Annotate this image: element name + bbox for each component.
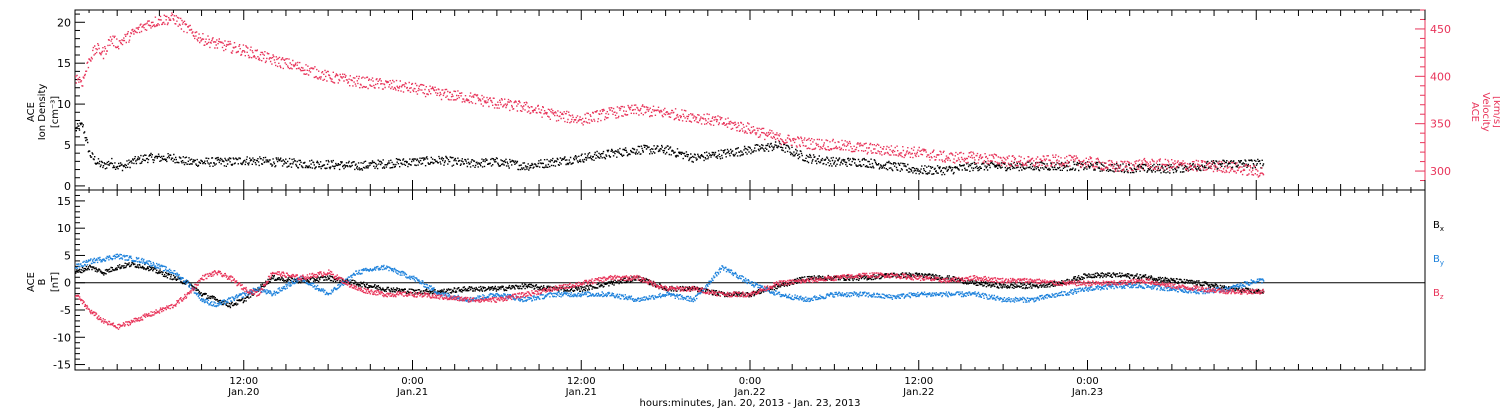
y-tick-label: -15: [53, 359, 71, 372]
y-tick-label: 10: [57, 98, 71, 111]
bottom-left-axis: -15 -10 -5 0 5 10 15: [53, 189, 85, 372]
y-tick-label-right: 400: [1430, 70, 1451, 83]
y-tick-label: 5: [64, 249, 71, 262]
y-tick-label-right: 300: [1430, 165, 1451, 178]
top-left-ylabel-line3: [cm⁻³]: [50, 96, 61, 128]
x-tick-label-date: Jan.21: [396, 387, 428, 398]
bottom-x-ticks: [74, 190, 1426, 370]
bottom-data: [75, 253, 1265, 330]
legend-Bz: Bz: [1433, 288, 1444, 301]
bottom-left-ylabel-line2: B: [37, 278, 48, 285]
x-tick-label-date: Jan.23: [1071, 387, 1103, 398]
top-right-axis: 300 350 400 450: [1415, 9, 1451, 190]
series-points: [75, 261, 1265, 309]
x-axis-title: hours:minutes, Jan. 20, 2013 - Jan. 23, …: [640, 398, 861, 409]
top-right-ylabel-line1: ACE: [1469, 102, 1480, 122]
x-tick-label-date: Jan.22: [733, 387, 765, 398]
bottom-panel: -15 -10 -5 0 5 10 15 ACE B [nT] Bx By Bz: [26, 189, 1444, 372]
y-tick-label: 20: [57, 16, 71, 29]
bottom-legend: Bx By Bz: [1433, 220, 1444, 301]
y-tick-label: 10: [57, 222, 71, 235]
top-data: [75, 12, 1265, 178]
series-points: [75, 12, 1265, 178]
y-tick-label: 0: [64, 180, 71, 193]
top-left-axis: 0 5 10 15 20: [57, 13, 85, 193]
x-tick-label-time: 0:00: [401, 376, 423, 387]
top-left-ylabel-line2: Ion Density: [37, 84, 48, 141]
y-tick-label: 15: [57, 195, 71, 208]
series-points: [75, 253, 1265, 308]
x-tick-label-time: 0:00: [739, 376, 761, 387]
series-points: [75, 269, 1265, 330]
x-tick-label-date: Jan.21: [565, 387, 597, 398]
legend-Bx: Bx: [1433, 220, 1444, 233]
y-tick-label: 5: [64, 139, 71, 152]
legend-subscript: z: [1440, 293, 1444, 301]
x-tick-label-date: Jan.22: [902, 387, 934, 398]
legend-subscript: y: [1440, 259, 1444, 267]
x-tick-label-time: 12:00: [229, 376, 258, 387]
top-right-ylabel-line3: [km/s]: [1491, 96, 1500, 128]
x-tick-labels: 12:00Jan.200:00Jan.2112:00Jan.210:00Jan.…: [227, 376, 1103, 398]
y-tick-label: -10: [53, 331, 71, 344]
legend-subscript: x: [1440, 225, 1444, 233]
y-tick-label: 15: [57, 57, 71, 70]
y-tick-label: -5: [60, 304, 71, 317]
y-tick-label-right: 450: [1430, 23, 1451, 36]
legend-By: By: [1433, 254, 1444, 267]
series-points: [75, 122, 1265, 176]
top-right-ylabel-line2: Velocity: [1480, 92, 1491, 131]
x-tick-label-time: 0:00: [1076, 376, 1098, 387]
y-tick-label-right: 350: [1430, 118, 1451, 131]
x-tick-label-time: 12:00: [904, 376, 933, 387]
bottom-left-ylabel-line3: [nT]: [50, 272, 61, 292]
top-panel: 0 5 10 15 20 300 350 400 450 ACE Ion Density [c…: [26, 9, 1500, 193]
top-left-ylabel-line1: ACE: [26, 102, 37, 122]
bottom-left-ylabel-line1: ACE: [26, 272, 37, 292]
x-tick-label-date: Jan.20: [227, 387, 259, 398]
x-tick-label-time: 12:00: [567, 376, 596, 387]
y-tick-label: 0: [64, 277, 71, 290]
